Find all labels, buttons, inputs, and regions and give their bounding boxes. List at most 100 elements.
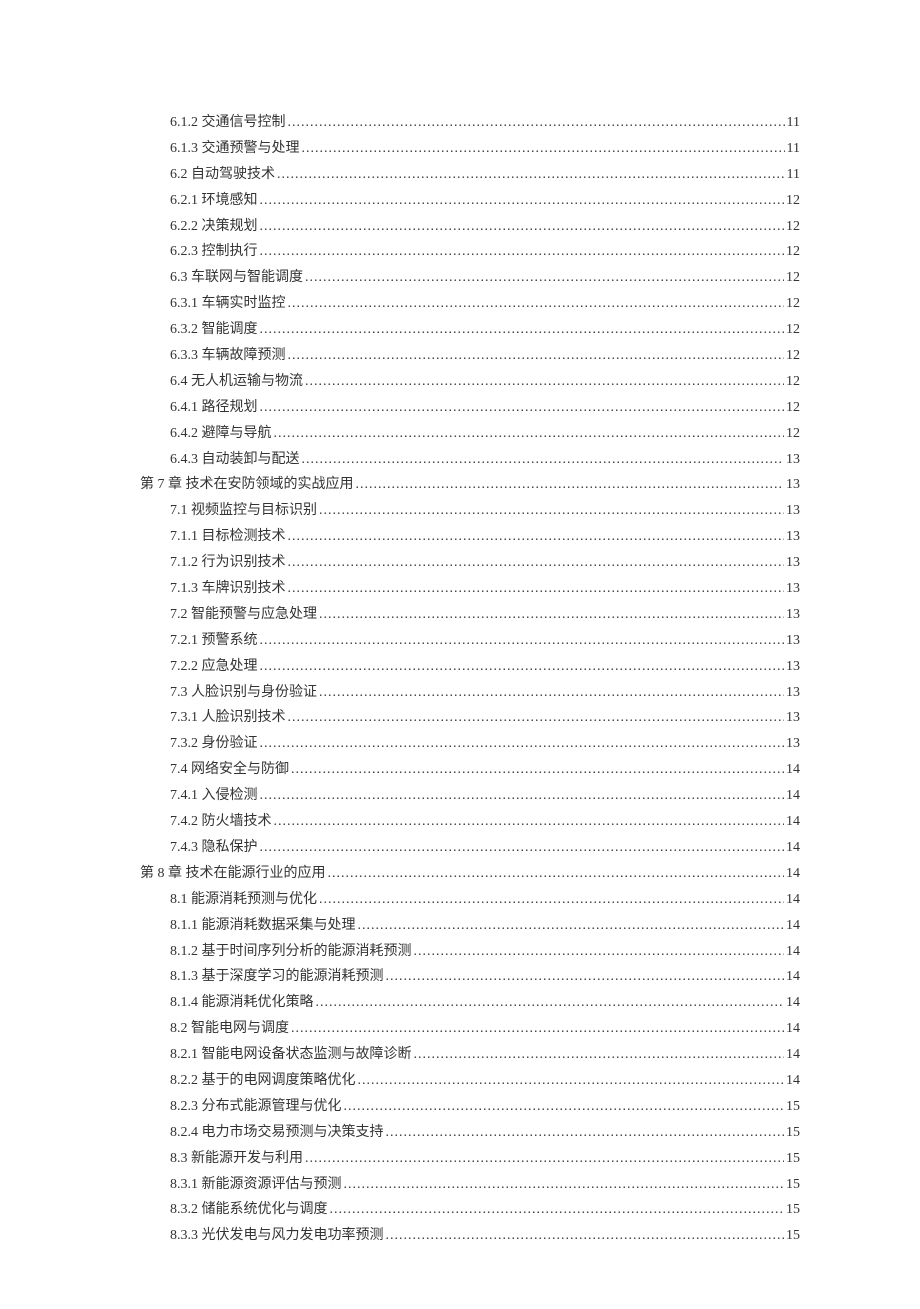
toc-entry-label: 7.3 人脸识别与身份验证	[170, 680, 317, 706]
toc-entry: 6.3.3 车辆故障预测12	[140, 343, 800, 369]
toc-entry: 7.1 视频监控与目标识别 13	[140, 498, 800, 524]
toc-dot-leader	[288, 550, 785, 576]
toc-entry: 6.3 车联网与智能调度12	[140, 265, 800, 291]
toc-entry: 8.2.2 基于的电网调度策略优化14	[140, 1068, 800, 1094]
toc-entry: 8.1.4 能源消耗优化策略14	[140, 990, 800, 1016]
toc-entry: 8.1.2 基于时间序列分析的能源消耗预测14	[140, 939, 800, 965]
toc-entry-label: 7.1.1 目标检测技术	[170, 524, 286, 550]
toc-entry-page: 12	[786, 421, 800, 447]
toc-entry-label: 7.1 视频监控与目标识别	[170, 498, 317, 524]
toc-entry-page: 15	[786, 1172, 800, 1198]
toc-dot-leader	[288, 291, 785, 317]
toc-dot-leader	[328, 861, 785, 887]
toc-entry-label: 7.3.2 身份验证	[170, 731, 258, 757]
toc-dot-leader	[260, 214, 785, 240]
toc-entry: 8.2.3 分布式能源管理与优化15	[140, 1094, 800, 1120]
toc-dot-leader	[291, 757, 784, 783]
toc-entry: 第 8 章 技术在能源行业的应用 14	[140, 861, 800, 887]
toc-entry: 8.3.3 光伏发电与风力发电功率预测15	[140, 1223, 800, 1249]
toc-dot-leader	[260, 317, 785, 343]
toc-entry: 6.2.1 环境感知 12	[140, 188, 800, 214]
toc-dot-leader	[305, 1146, 784, 1172]
toc-dot-leader	[319, 498, 784, 524]
toc-entry-label: 8.3.1 新能源资源评估与预测	[170, 1172, 342, 1198]
toc-entry: 7.4.3 隐私保护14	[140, 835, 800, 861]
toc-entry-page: 12	[786, 265, 800, 291]
toc-entry-page: 12	[786, 188, 800, 214]
toc-entry-page: 14	[786, 964, 800, 990]
toc-entry-label: 7.2.1 预警系统	[170, 628, 258, 654]
toc-entry-page: 14	[786, 757, 800, 783]
toc-dot-leader	[386, 1120, 785, 1146]
toc-entry-label: 8.2.3 分布式能源管理与优化	[170, 1094, 342, 1120]
toc-dot-leader	[319, 602, 784, 628]
toc-entry-page: 14	[786, 861, 800, 887]
toc-dot-leader	[319, 887, 784, 913]
toc-dot-leader	[288, 343, 785, 369]
toc-entry: 8.2 智能电网与调度 14	[140, 1016, 800, 1042]
toc-entry: 6.4.1 路径规划 12	[140, 395, 800, 421]
toc-entry-page: 14	[786, 939, 800, 965]
toc-entry: 6.3.1 车辆实时监控12	[140, 291, 800, 317]
toc-entry-label: 8.3 新能源开发与利用	[170, 1146, 303, 1172]
toc-entry-page: 13	[786, 524, 800, 550]
toc-dot-leader	[302, 136, 785, 162]
toc-entry-page: 13	[786, 550, 800, 576]
toc-entry-label: 8.2 智能电网与调度	[170, 1016, 289, 1042]
toc-entry-page: 14	[786, 809, 800, 835]
toc-entry-label: 6.1.2 交通信号控制	[170, 110, 286, 136]
toc-entry: 8.1.1 能源消耗数据采集与处理 14	[140, 913, 800, 939]
toc-dot-leader	[316, 990, 785, 1016]
toc-dot-leader	[260, 835, 785, 861]
toc-dot-leader	[260, 731, 785, 757]
toc-dot-leader	[344, 1172, 785, 1198]
toc-entry-label: 8.3.3 光伏发电与风力发电功率预测	[170, 1223, 384, 1249]
toc-entry-label: 6.2 自动驾驶技术	[170, 162, 275, 188]
toc-entry-label: 7.4 网络安全与防御	[170, 757, 289, 783]
toc-entry: 6.4.2 避障与导航 12	[140, 421, 800, 447]
toc-entry-label: 6.4.3 自动装卸与配送	[170, 447, 300, 473]
toc-entry-label: 6.4 无人机运输与物流	[170, 369, 303, 395]
toc-container: 6.1.2 交通信号控制116.1.3 交通预警与处理116.2 自动驾驶技术1…	[140, 110, 800, 1249]
toc-entry-label: 6.4.2 避障与导航	[170, 421, 272, 447]
toc-entry-page: 15	[786, 1146, 800, 1172]
toc-entry-label: 第 8 章 技术在能源行业的应用	[140, 861, 326, 887]
toc-entry-label: 6.2.2 决策规划	[170, 214, 258, 240]
toc-entry-label: 7.1.3 车牌识别技术	[170, 576, 286, 602]
toc-entry-label: 7.4.1 入侵检测	[170, 783, 258, 809]
toc-entry-page: 15	[786, 1120, 800, 1146]
toc-entry-label: 7.2.2 应急处理	[170, 654, 258, 680]
toc-entry-page: 13	[786, 498, 800, 524]
toc-entry-page: 12	[786, 395, 800, 421]
toc-entry-page: 14	[786, 913, 800, 939]
toc-entry-label: 8.1.1 能源消耗数据采集与处理	[170, 913, 356, 939]
toc-dot-leader	[414, 1042, 785, 1068]
toc-dot-leader	[274, 809, 785, 835]
toc-dot-leader	[288, 705, 785, 731]
toc-entry-label: 6.3.3 车辆故障预测	[170, 343, 286, 369]
toc-entry-page: 13	[786, 447, 800, 473]
toc-entry: 6.2.3 控制执行12	[140, 239, 800, 265]
toc-entry-page: 14	[786, 1016, 800, 1042]
toc-entry: 8.1 能源消耗预测与优化14	[140, 887, 800, 913]
toc-dot-leader	[260, 654, 785, 680]
toc-entry-label: 6.1.3 交通预警与处理	[170, 136, 300, 162]
toc-entry-label: 6.4.1 路径规划	[170, 395, 258, 421]
toc-dot-leader	[302, 447, 785, 473]
toc-entry-page: 13	[786, 680, 800, 706]
toc-entry-label: 7.3.1 人脸识别技术	[170, 705, 286, 731]
toc-entry-page: 12	[786, 369, 800, 395]
toc-entry-label: 6.2.1 环境感知	[170, 188, 258, 214]
toc-dot-leader	[356, 472, 785, 498]
toc-entry: 7.2.2 应急处理13	[140, 654, 800, 680]
toc-entry-label: 8.1.4 能源消耗优化策略	[170, 990, 314, 1016]
toc-dot-leader	[305, 265, 784, 291]
toc-entry: 7.3.2 身份验证13	[140, 731, 800, 757]
toc-entry: 6.1.3 交通预警与处理11	[140, 136, 800, 162]
toc-entry-page: 13	[786, 472, 800, 498]
toc-entry-page: 12	[786, 317, 800, 343]
toc-dot-leader	[260, 628, 785, 654]
toc-entry-page: 14	[786, 887, 800, 913]
toc-entry-page: 15	[786, 1197, 800, 1223]
toc-dot-leader	[344, 1094, 785, 1120]
